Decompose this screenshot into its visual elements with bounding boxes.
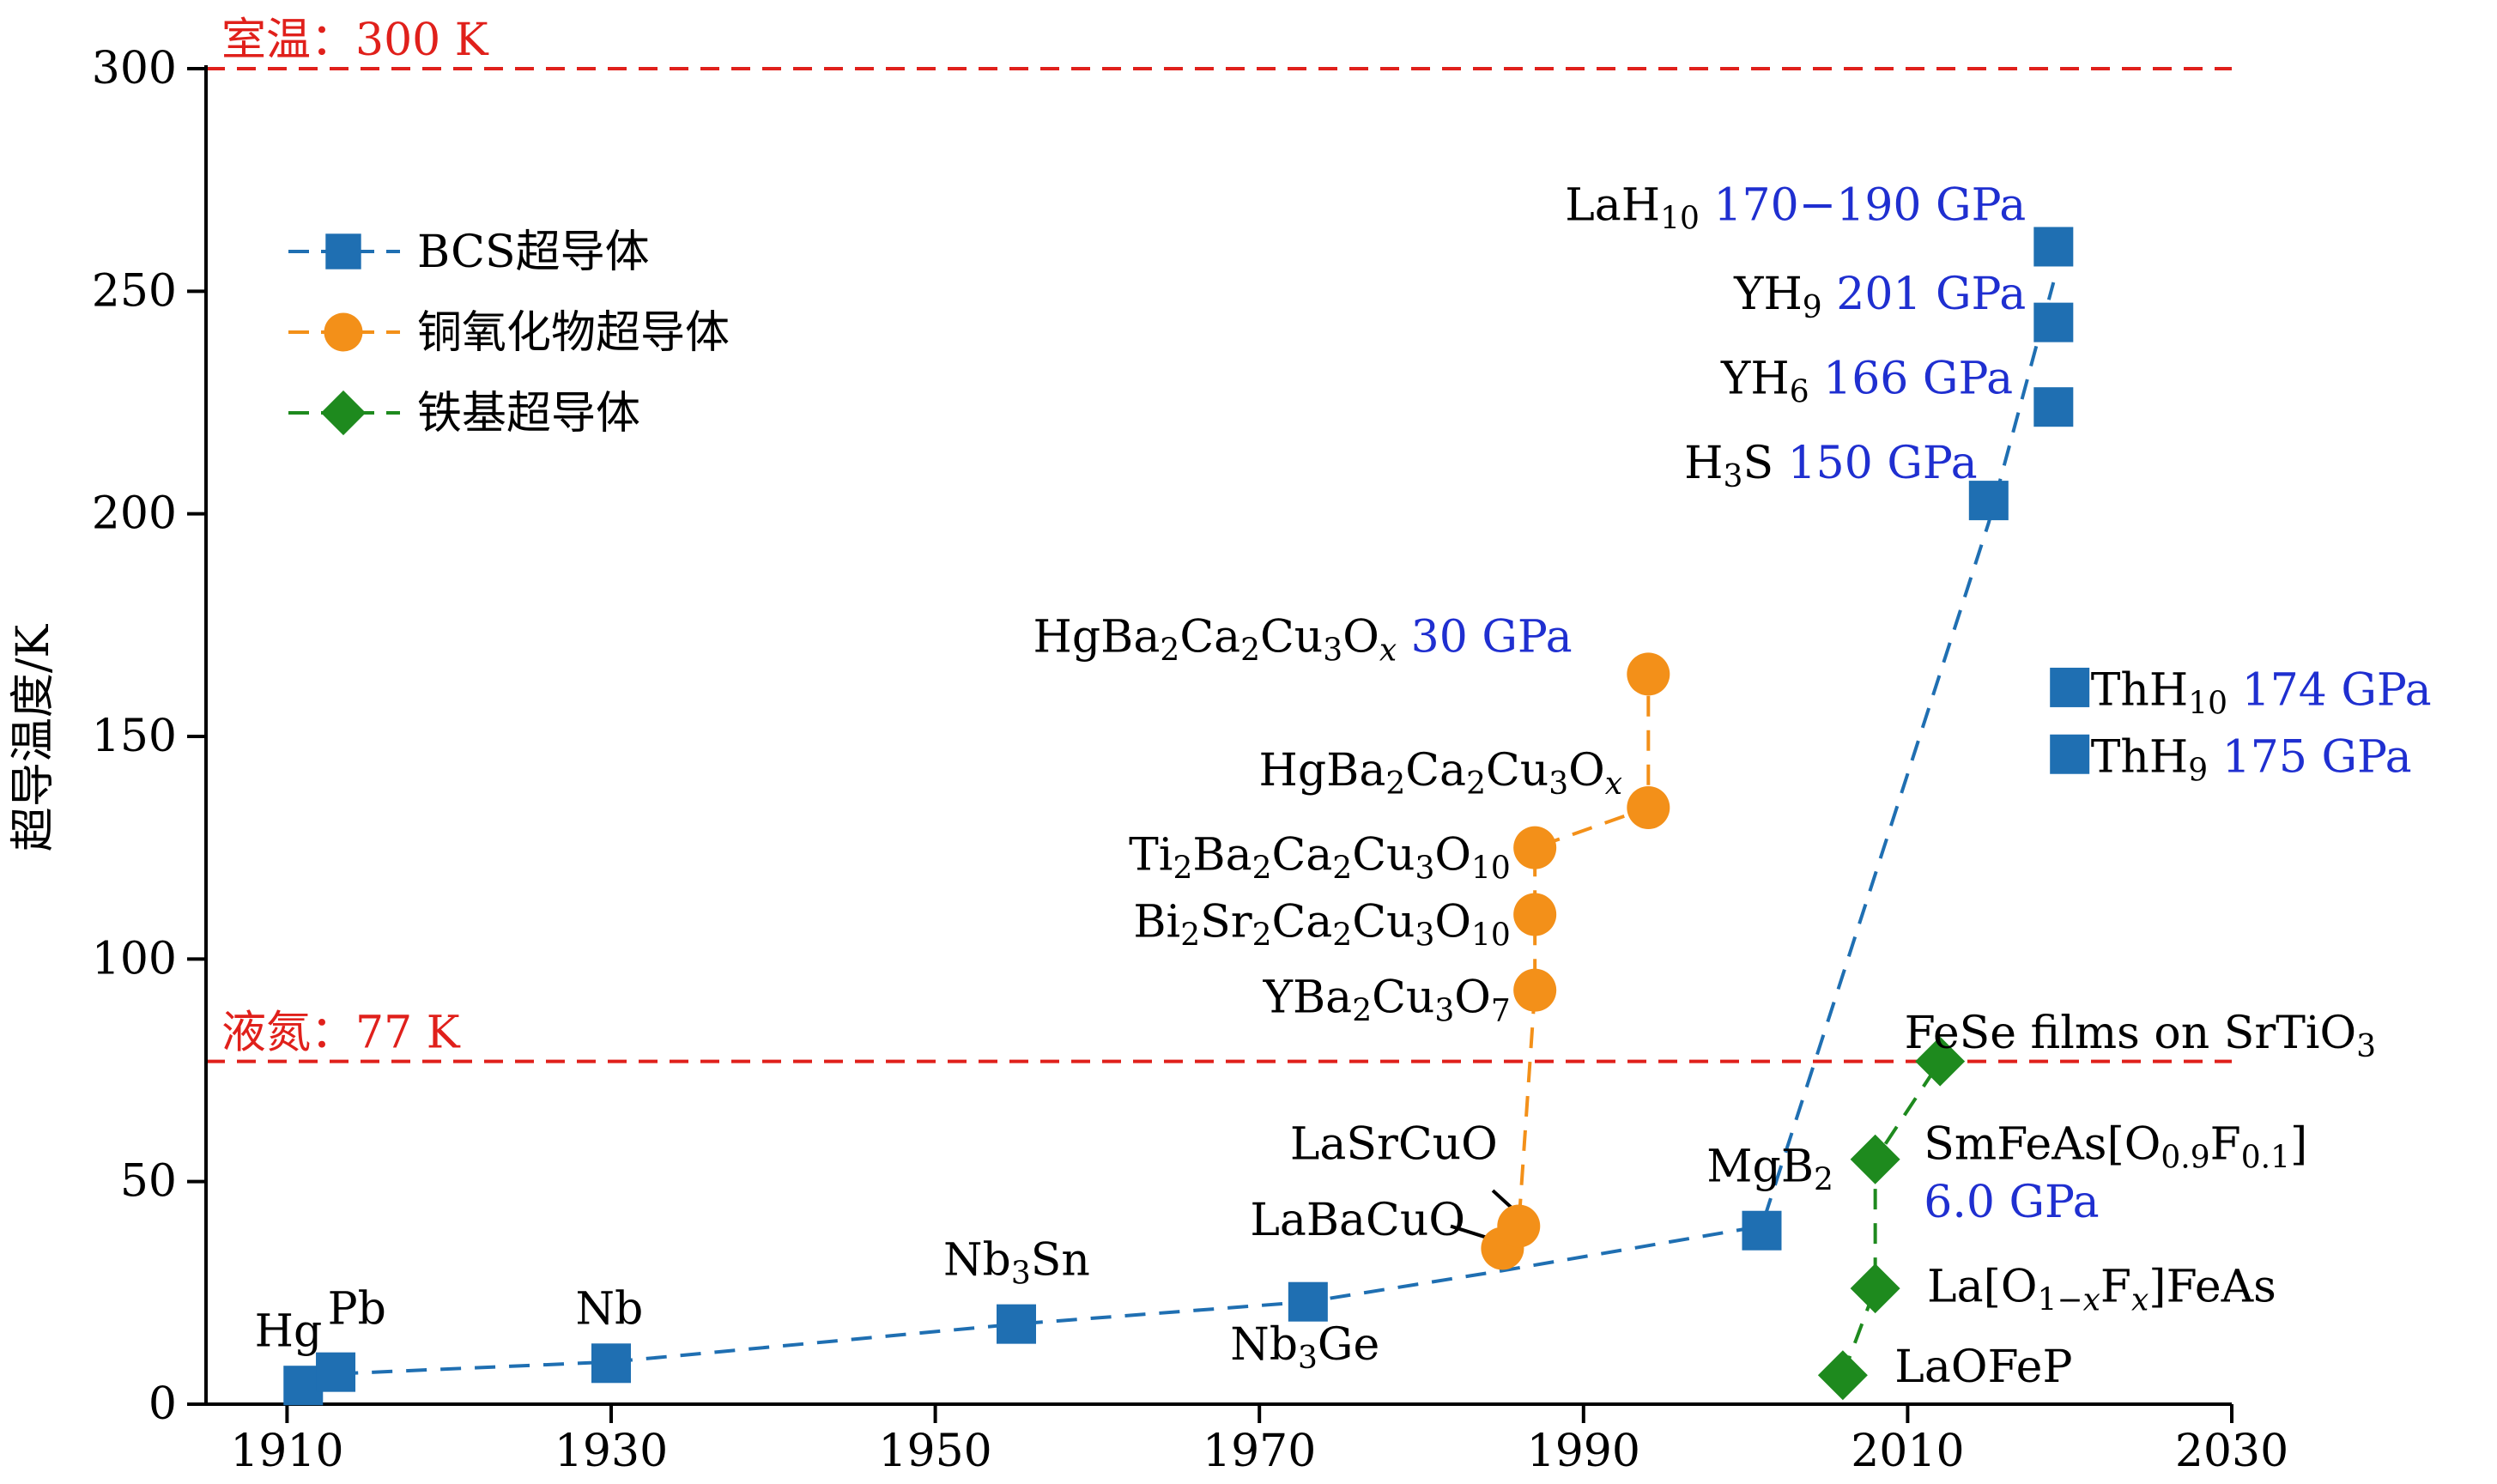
y-axis-title: 超导温度/K — [8, 624, 59, 852]
legend-label-1: 铜氧化物超导体 — [417, 307, 730, 359]
annotation-12: HgBa2Ca2Cu3Ox 30 GPa — [1033, 611, 1573, 668]
data-point-2-2 — [1850, 1134, 1900, 1184]
annotation-6: LaSrCuO — [1290, 1119, 1498, 1171]
legend-marker-2 — [320, 390, 367, 436]
annotation-7: LaBaCuO — [1250, 1195, 1465, 1246]
annotation-23: LaOFeP — [1894, 1342, 2072, 1393]
data-point-0-2 — [591, 1343, 631, 1384]
annotation-8: YBa2Cu3O7 — [1263, 972, 1511, 1029]
x-tick-label-1930: 1930 — [555, 1426, 668, 1477]
annotation-0: Hg — [255, 1306, 323, 1358]
annotation-18: ThH9 175 GPa — [2091, 731, 2412, 788]
reference-lines: 室温：300 K 液氮：77 K — [206, 15, 2232, 1063]
data-point-2-1 — [1850, 1263, 1900, 1314]
y-tick-label-100: 100 — [92, 933, 177, 984]
trend-line-2 — [1841, 1060, 1942, 1376]
data-point-1-6 — [1627, 652, 1670, 696]
data-point-0-5 — [1742, 1210, 1782, 1251]
annotation-5: MgB2 — [1706, 1142, 1833, 1198]
data-point-1-4 — [1513, 826, 1557, 869]
data-point-1-3 — [1513, 893, 1557, 936]
data-point-0-10 — [2050, 667, 2090, 707]
data-points — [283, 227, 2090, 1406]
legend-label-0: BCS超导体 — [417, 227, 650, 278]
annotation-13: H3S 150 GPa — [1684, 438, 1977, 494]
annotation-19: FeSe films on SrTiO3 — [1905, 1008, 2376, 1064]
data-point-1-1 — [1497, 1204, 1541, 1248]
data-point-1-2 — [1513, 968, 1557, 1012]
data-point-0-4 — [1288, 1281, 1328, 1322]
x-tick-label-2010: 2010 — [1851, 1426, 1964, 1477]
y-tick-label-300: 300 — [92, 43, 177, 94]
annotation-11: HgBa2Ca2Cu3Ox — [1259, 745, 1623, 802]
x-tick-label-1990: 1990 — [1527, 1426, 1640, 1477]
annotation-21: 6.0 GPa — [1924, 1177, 2099, 1228]
y-tick-label-150: 150 — [92, 711, 177, 762]
axes: 0 50 100 150 200 250 300 1910 1930 1950 1970 1990 20… — [92, 43, 2288, 1477]
y-tick-label-250: 250 — [92, 265, 177, 317]
annotation-10: Ti2Ba2Ca2Cu3O10 — [1129, 830, 1511, 887]
reference-line-label-1: 液氮：77 K — [221, 1008, 461, 1059]
annotation-9: Bi2Sr2Ca2Cu3O10 — [1133, 896, 1510, 953]
annotation-3: Nb3Sn — [943, 1235, 1090, 1292]
annotation-2: Nb — [575, 1284, 643, 1336]
annotation-15: YH9 201 GPa — [1733, 269, 2026, 325]
point-annotations: Hg Pb Nb Nb3Sn Nb3Ge MgB2 LaSrCuO LaBaCuO YBa2Cu… — [255, 179, 2432, 1393]
legend-marker-0 — [325, 233, 361, 270]
data-point-0-6 — [1968, 481, 2009, 521]
annotation-16: LaH10 170−190 GPa — [1565, 179, 2026, 236]
legend-label-2: 铁基超导体 — [417, 388, 640, 439]
data-point-0-3 — [997, 1304, 1036, 1344]
data-point-1-5 — [1627, 785, 1670, 829]
y-tick-label-200: 200 — [92, 488, 177, 540]
legend-marker-1 — [324, 312, 363, 352]
x-tick-label-1910: 1910 — [230, 1426, 343, 1477]
y-tick-label-0: 0 — [148, 1378, 177, 1430]
data-point-0-9 — [2033, 227, 2074, 267]
annotation-14: YH6 166 GPa — [1720, 354, 2013, 410]
data-point-2-0 — [1817, 1350, 1868, 1401]
data-point-0-8 — [2033, 302, 2074, 342]
annotation-20: SmFeAs[O0.9F0.1] — [1924, 1119, 2307, 1176]
annotation-17: ThH10 174 GPa — [2091, 665, 2432, 722]
data-point-2-3 — [1915, 1036, 1966, 1087]
y-tick-label-50: 50 — [120, 1156, 177, 1208]
trend-line-0 — [303, 282, 2056, 1378]
data-point-0-11 — [2050, 734, 2090, 774]
annotation-4: Nb3Ge — [1230, 1319, 1379, 1376]
annotation-1: Pb — [328, 1284, 386, 1336]
data-point-0-7 — [2033, 387, 2074, 427]
data-point-0-1 — [316, 1352, 356, 1392]
x-tick-label-1950: 1950 — [878, 1426, 991, 1477]
annotation-22: La[O1−xFx]FeAs — [1927, 1262, 2276, 1318]
x-tick-label-1970: 1970 — [1203, 1426, 1316, 1477]
x-tick-label-2030: 2030 — [2175, 1426, 2288, 1477]
reference-line-label-0: 室温：300 K — [221, 15, 489, 66]
y-axis-label: 超导温度/K — [8, 624, 59, 852]
